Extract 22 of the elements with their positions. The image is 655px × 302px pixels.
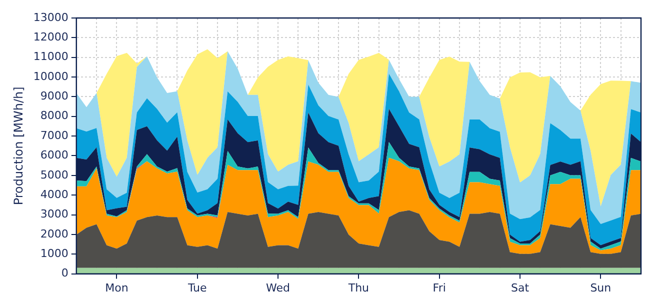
y-tick-label: 10000: [33, 70, 68, 83]
x-tick-label: Tue: [186, 281, 207, 294]
y-tick-label: 2000: [40, 227, 68, 240]
x-tick-label: Sun: [590, 281, 612, 294]
y-tick-label: 7000: [40, 128, 68, 142]
y-axis-title: Production [MWh/h]: [11, 86, 26, 206]
y-tick-label: 5000: [40, 168, 68, 182]
y-tick-label: 4000: [40, 188, 68, 201]
y-tick-label: 0: [61, 266, 68, 280]
y-tick-label: 13000: [33, 10, 68, 24]
y-tick-label: 3000: [40, 208, 68, 221]
x-tick-label: Thu: [347, 281, 370, 294]
y-tick-label: 1000: [40, 246, 68, 260]
x-tick-label: Fri: [432, 281, 446, 294]
y-tick-label: 12000: [33, 30, 68, 44]
y-tick-label: 11000: [33, 50, 68, 64]
y-tick-label: 9000: [40, 90, 68, 103]
x-tick-label: Sat: [510, 281, 530, 294]
x-tick-label: Wed: [266, 281, 290, 294]
x-tick-label: Mon: [105, 281, 128, 294]
y-tick-label: 6000: [40, 148, 68, 162]
y-tick-label: 8000: [40, 109, 68, 122]
